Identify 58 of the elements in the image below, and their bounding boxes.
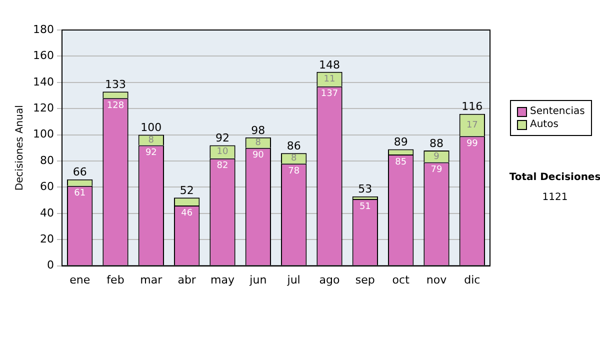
x-tick-label: dic — [464, 273, 480, 286]
total-label: 116 — [462, 100, 483, 114]
total-label: 148 — [319, 58, 340, 72]
x-tick-label: nov — [426, 273, 448, 286]
data-label: 8 — [148, 135, 154, 146]
legend-label: Sentencias — [530, 105, 585, 118]
x-tick-label: jul — [286, 273, 300, 286]
total-label: 52 — [180, 184, 194, 198]
x-tick-label: ene — [70, 273, 90, 286]
y-tick-label: 80 — [40, 154, 54, 167]
y-axis-title: Decisiones Anual — [14, 105, 26, 191]
total-label: 98 — [251, 124, 266, 137]
y-tick-label: 100 — [32, 128, 54, 141]
y-tick-label: 140 — [32, 75, 54, 88]
total-label: 88 — [430, 136, 444, 150]
legend-label: Autos — [530, 118, 558, 131]
data-label: 128 — [106, 100, 124, 111]
data-label: 10 — [216, 147, 228, 158]
total-label: 100 — [140, 121, 162, 134]
data-label: 85 — [395, 157, 407, 168]
x-tick-label: jun — [248, 273, 267, 286]
data-label: 17 — [466, 120, 478, 130]
data-label: 92 — [145, 148, 157, 158]
y-tick-label: 180 — [32, 22, 54, 36]
total-label: 133 — [104, 78, 126, 91]
data-label: 137 — [320, 89, 338, 100]
total-label: 53 — [358, 182, 372, 196]
data-label: 51 — [359, 202, 371, 212]
data-label: 8 — [255, 138, 262, 148]
total-label: 92 — [215, 132, 230, 145]
y-tick-label: 160 — [32, 49, 54, 62]
data-label: 9 — [434, 152, 440, 162]
total-label: 89 — [394, 136, 408, 149]
data-label: 82 — [216, 161, 228, 172]
data-label: 61 — [74, 188, 86, 199]
y-tick-label: 20 — [40, 232, 54, 246]
y-tick-label: 120 — [32, 101, 54, 114]
data-label: 79 — [430, 165, 442, 176]
data-label: 46 — [181, 208, 193, 218]
x-tick-label: oct — [392, 273, 410, 286]
x-tick-label: may — [210, 273, 235, 286]
x-tick-label: feb — [106, 273, 124, 286]
data-label: 11 — [324, 74, 336, 84]
y-tick-label: 0 — [46, 258, 54, 272]
data-label: 90 — [252, 150, 264, 161]
text: Total Decisiones — [508, 172, 600, 183]
data-label: 78 — [288, 166, 300, 176]
y-tick-label: 60 — [40, 180, 54, 194]
total-label: 66 — [72, 166, 87, 179]
data-label: 8 — [290, 154, 297, 164]
total-label: 86 — [286, 140, 301, 152]
y-tick-label: 40 — [40, 206, 54, 220]
x-tick-label: abr — [178, 273, 196, 286]
x-tick-label: mar — [140, 273, 163, 286]
x-tick-label: sep — [355, 273, 375, 286]
data-label: 99 — [466, 138, 478, 149]
x-tick-label: ago — [319, 273, 340, 286]
text: 1121 — [541, 192, 569, 203]
